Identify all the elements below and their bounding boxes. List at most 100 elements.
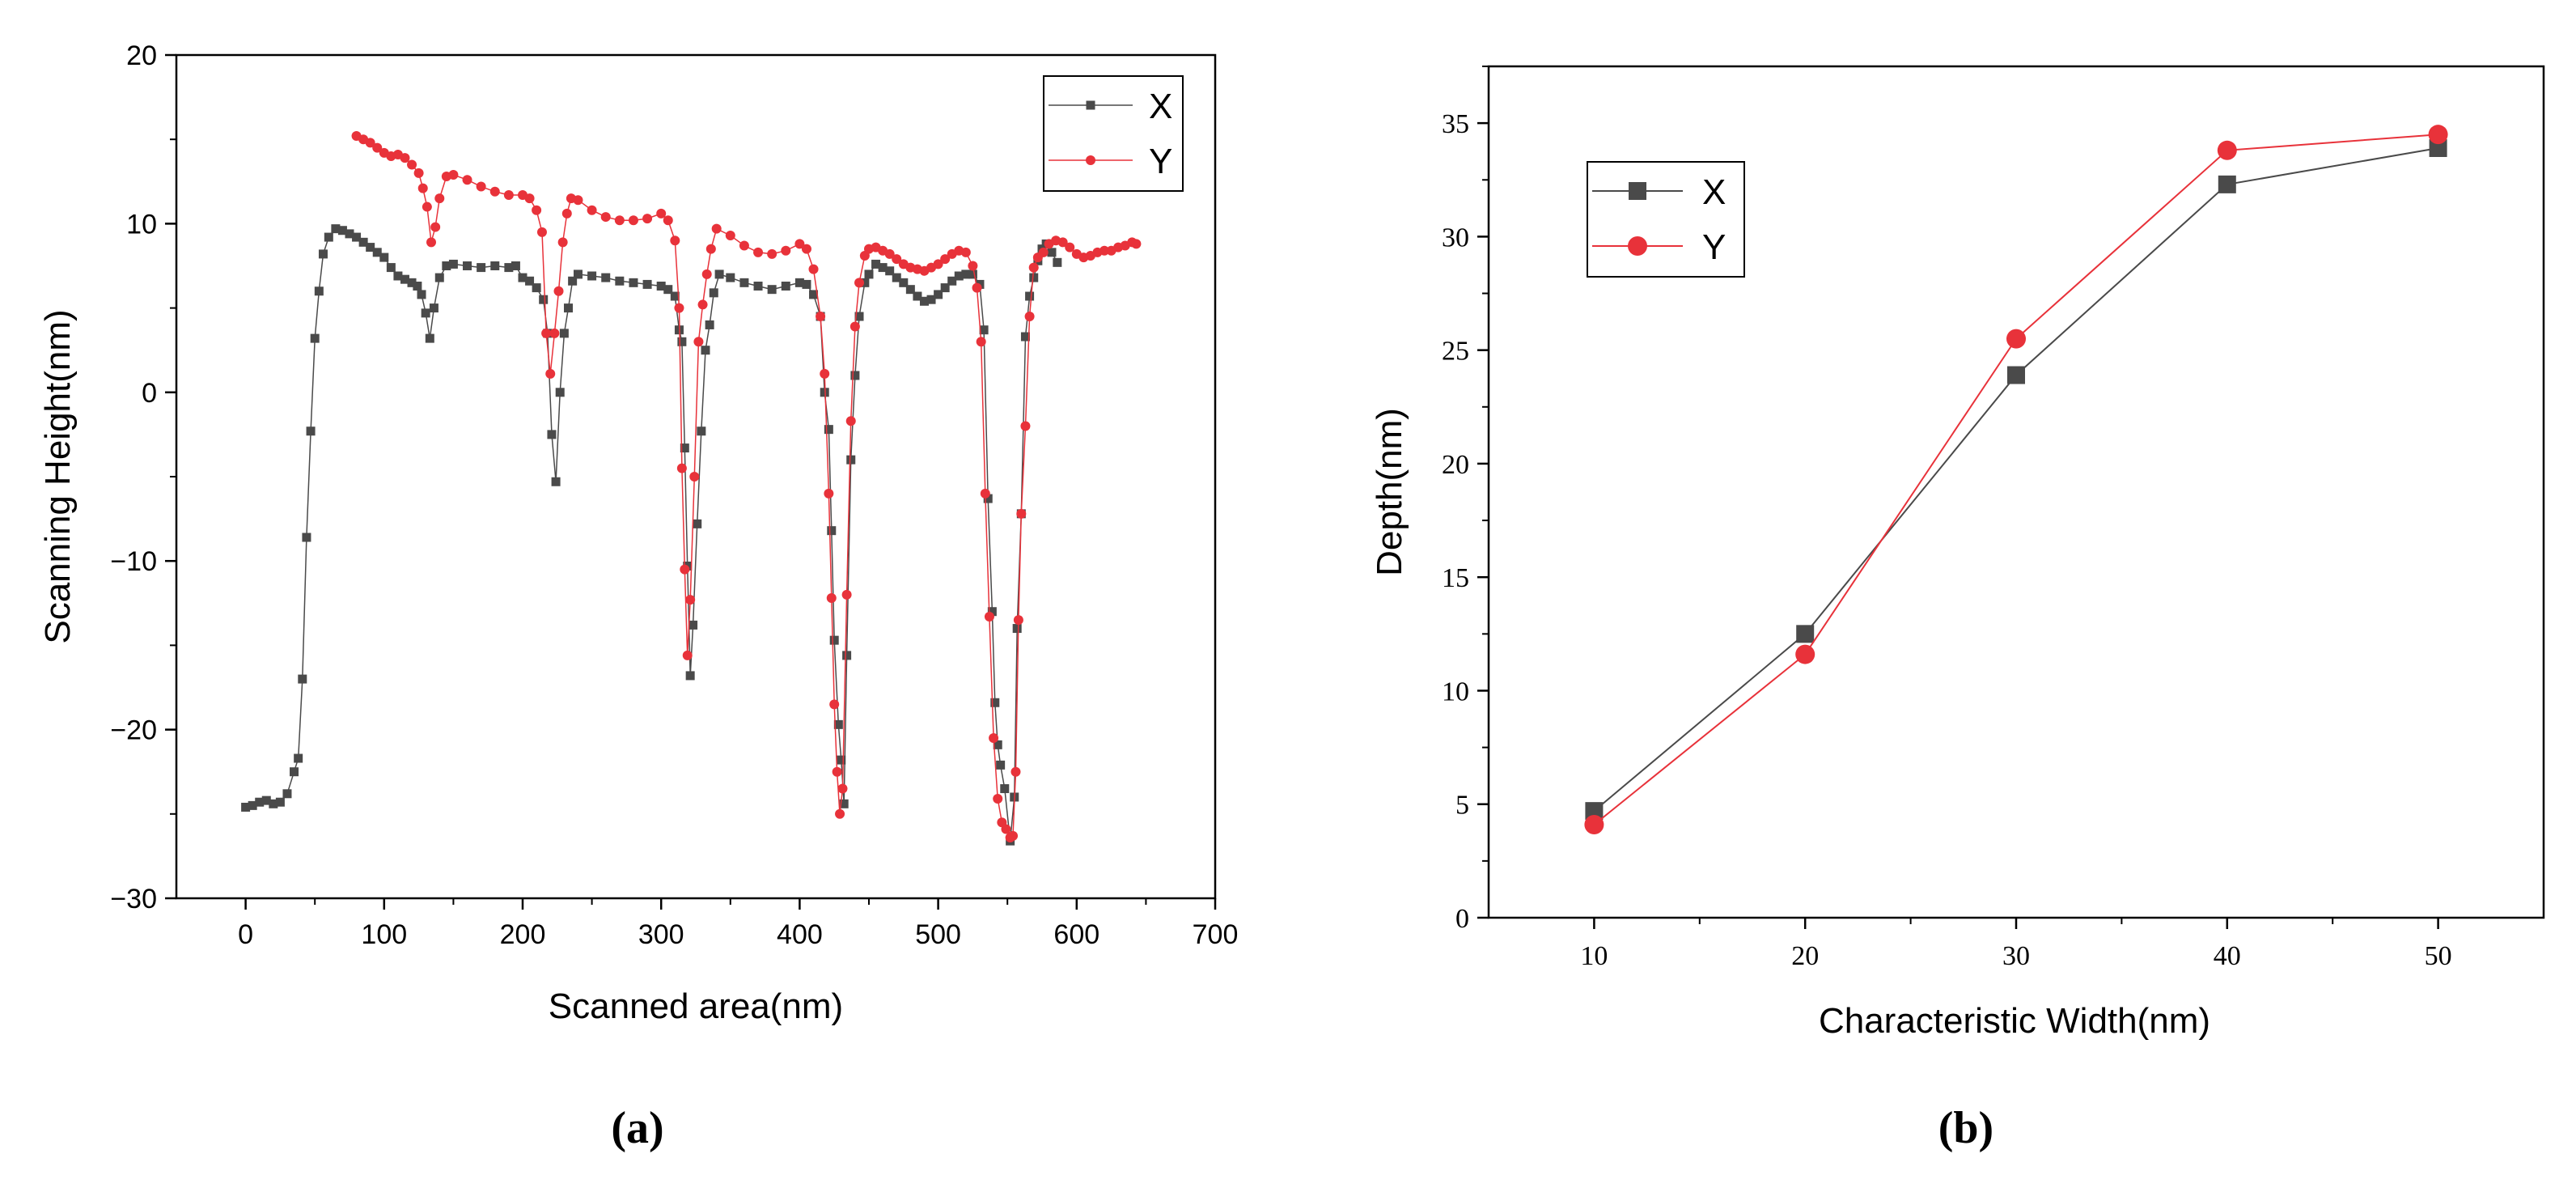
data-point-x	[820, 388, 829, 397]
data-point-x	[417, 290, 426, 299]
data-point-x	[996, 760, 1006, 770]
legend-marker-y	[1628, 236, 1647, 256]
legend-label-y: Y	[1149, 142, 1172, 181]
data-point-x	[726, 273, 735, 282]
data-point-y	[614, 215, 625, 226]
data-point-x	[337, 226, 347, 235]
data-point-x	[961, 269, 971, 279]
data-point-y	[545, 368, 556, 379]
data-point-x	[434, 273, 444, 282]
data-point-x	[2218, 175, 2236, 193]
chart-b-xlabel: Characteristic Width(nm)	[1819, 1001, 2210, 1041]
data-point-x	[261, 796, 271, 805]
data-point-y	[573, 195, 583, 206]
chart-b-ylabel: Depth(nm)	[1370, 408, 1409, 576]
legend-box	[1043, 75, 1184, 192]
data-point-x	[827, 526, 837, 536]
data-point-y	[1038, 247, 1049, 257]
data-point-y	[816, 312, 826, 322]
data-point-x	[282, 789, 292, 799]
data-point-x	[878, 263, 888, 273]
data-point-y	[476, 181, 486, 192]
data-point-x	[1585, 802, 1604, 821]
data-point-x	[767, 285, 777, 295]
legend-label-x: X	[1149, 87, 1172, 126]
data-point-y	[801, 244, 811, 254]
data-point-y	[701, 269, 712, 279]
data-point-y	[781, 245, 791, 256]
data-point-y	[365, 138, 375, 148]
data-point-y	[837, 783, 848, 794]
data-point-x	[885, 266, 895, 276]
data-point-x	[1796, 625, 1815, 643]
data-point-x	[393, 271, 403, 281]
data-point-y	[1584, 814, 1604, 834]
data-point-y	[1016, 508, 1027, 519]
y-tick-label: 15	[1442, 563, 1469, 593]
data-point-y	[676, 463, 687, 473]
x-tick-label: 500	[915, 919, 961, 950]
chart-b-ticks: 10 20 30 40 50 0 5 10 15 20 25 30 35	[1442, 66, 2452, 971]
data-point-y	[685, 595, 696, 605]
y-tick-label: 30	[1442, 223, 1469, 252]
data-point-x	[629, 278, 638, 287]
data-point-x	[871, 259, 881, 269]
data-point-x	[318, 249, 328, 259]
x-tick-label: 0	[238, 919, 253, 950]
data-point-x	[241, 802, 251, 812]
data-point-y	[489, 186, 500, 197]
data-point-y	[808, 264, 819, 274]
data-point-y	[2217, 140, 2237, 160]
data-point-x	[824, 425, 833, 435]
data-point-x	[697, 426, 706, 436]
data-point-x	[1000, 784, 1010, 794]
series-x	[241, 224, 1062, 846]
chart-a-xlabel: Scanned area(nm)	[549, 986, 843, 1026]
x-tick-label: 10	[1580, 941, 1608, 971]
data-point-y	[989, 733, 999, 744]
y-tick-label: 0	[142, 378, 157, 409]
data-point-x	[947, 276, 957, 286]
data-point-x	[709, 288, 718, 298]
data-point-x	[670, 291, 680, 301]
x-tick-label: 50	[2425, 941, 2452, 971]
data-point-x	[968, 269, 977, 279]
data-point-x	[601, 273, 611, 282]
data-point-y	[553, 286, 564, 296]
series-line-x	[245, 227, 1058, 842]
data-point-x	[248, 800, 257, 810]
y-tick-label: −10	[110, 546, 157, 577]
data-point-x	[934, 290, 943, 299]
data-point-x	[919, 296, 929, 306]
y-tick-label: 20	[1442, 450, 1469, 480]
data-point-y	[682, 650, 693, 660]
data-point-x	[1047, 248, 1057, 257]
data-point-y	[400, 153, 410, 163]
data-point-x	[839, 799, 849, 808]
data-point-x	[421, 308, 430, 318]
data-point-x	[314, 286, 324, 296]
data-point-y	[1020, 421, 1031, 431]
data-point-x	[680, 443, 689, 453]
data-point-y	[849, 321, 860, 332]
data-point-x	[547, 430, 557, 439]
legend-label-x: X	[1702, 172, 1726, 212]
data-point-x	[400, 274, 409, 284]
data-point-y	[557, 237, 568, 248]
data-point-y	[1795, 644, 1815, 664]
data-point-y	[587, 205, 597, 215]
y-tick-label: −30	[110, 884, 157, 914]
data-point-y	[972, 282, 982, 293]
chart-b-panel-label: (b)	[1938, 1103, 1993, 1153]
data-point-x	[379, 252, 389, 262]
data-point-x	[290, 767, 299, 777]
data-point-x	[642, 279, 652, 289]
data-point-x	[842, 651, 852, 660]
data-point-y	[841, 589, 852, 600]
data-point-y	[600, 212, 611, 223]
data-point-x	[940, 283, 950, 293]
data-point-y	[656, 208, 667, 219]
data-point-x	[656, 282, 666, 291]
